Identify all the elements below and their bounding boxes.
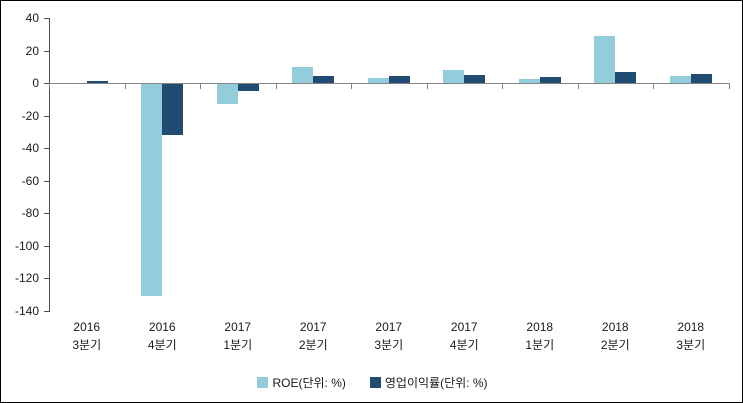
x-axis-tick: [351, 84, 352, 90]
y-axis-tick: [44, 50, 49, 52]
y-axis-tick: [44, 311, 49, 312]
y-tick-label: -20: [21, 108, 39, 123]
bar-series0-cat2: [216, 84, 238, 104]
legend-label-operating-margin: 영업이익률(단위: %): [384, 375, 488, 390]
x-axis-tick: [49, 84, 50, 90]
x-axis-tick: [426, 84, 428, 90]
bar-series1-cat7: [615, 71, 637, 84]
bar-series0-cat1: [141, 84, 163, 296]
bar-series0-cat6: [518, 79, 540, 84]
x-category-label: 2017 2분기: [298, 320, 328, 352]
bar-series1-cat6: [539, 77, 561, 84]
x-category-label: 2018 3분기: [676, 320, 706, 352]
y-tick-label: 40: [25, 11, 39, 25]
bar-series0-cat7: [594, 35, 616, 84]
legend-item-operating-margin: 영업이익률(단위: %): [369, 374, 488, 391]
y-axis-line: [49, 18, 50, 312]
x-category-label: 2017 1분기: [223, 320, 253, 352]
legend-swatch-operating-margin: [369, 376, 381, 388]
legend-label-roe: ROE(단위: %): [272, 375, 346, 390]
y-tick-label: -100: [14, 238, 39, 253]
x-category-label: 2017 3분기: [374, 320, 404, 352]
bar-series1-cat0: [86, 81, 108, 84]
y-axis-tick: [44, 148, 49, 150]
x-axis-tick: [728, 84, 730, 90]
y-tick-label: -120: [14, 271, 39, 286]
bar-series1-cat2: [237, 84, 259, 91]
bar-series0-cat3: [292, 66, 314, 84]
y-tick-label: -140: [14, 304, 39, 318]
x-axis-tick: [502, 84, 503, 90]
x-category-label: 2018 2분기: [600, 320, 630, 352]
x-axis-tick: [200, 84, 201, 90]
x-axis-tick: [577, 84, 579, 90]
bar-series1-cat4: [388, 75, 410, 84]
bar-series1-cat5: [464, 74, 486, 84]
x-category-label: 2016 3분기: [72, 320, 102, 352]
x-axis-tick: [653, 84, 654, 90]
x-category-label: 2017 4분기: [449, 320, 479, 352]
y-tick-label: 20: [25, 43, 39, 58]
legend-swatch-roe: [257, 376, 269, 388]
y-axis-tick: [44, 245, 49, 247]
y-tick-label: -80: [21, 206, 39, 221]
bar-series1-cat8: [690, 74, 712, 84]
bar-series0-cat5: [443, 70, 465, 84]
y-axis-tick: [44, 278, 49, 280]
x-category-label: 2016 4분기: [147, 320, 177, 352]
legend-item-roe: ROE(단위: %): [257, 374, 346, 391]
x-axis-tick: [124, 84, 126, 90]
bar-series1-cat3: [313, 75, 335, 84]
y-tick-label: -60: [21, 173, 39, 188]
x-axis-tick: [275, 84, 277, 90]
y-axis-tick: [44, 115, 49, 117]
x-category-label: 2018 1분기: [525, 320, 555, 352]
x-axis-zero-line: [49, 83, 730, 85]
y-axis-tick: [44, 213, 49, 215]
bar-series0-cat8: [669, 75, 691, 84]
y-axis-tick: [44, 18, 49, 19]
y-axis-tick: [44, 180, 49, 182]
y-axis-tick: [44, 83, 49, 85]
y-tick-label: 0: [32, 76, 39, 91]
y-tick-label: -40: [21, 141, 39, 156]
bar-series0-cat4: [367, 78, 389, 84]
legend: ROE(단위: %) 영업이익률(단위: %): [1, 371, 742, 393]
bar-series1-cat1: [162, 84, 184, 135]
